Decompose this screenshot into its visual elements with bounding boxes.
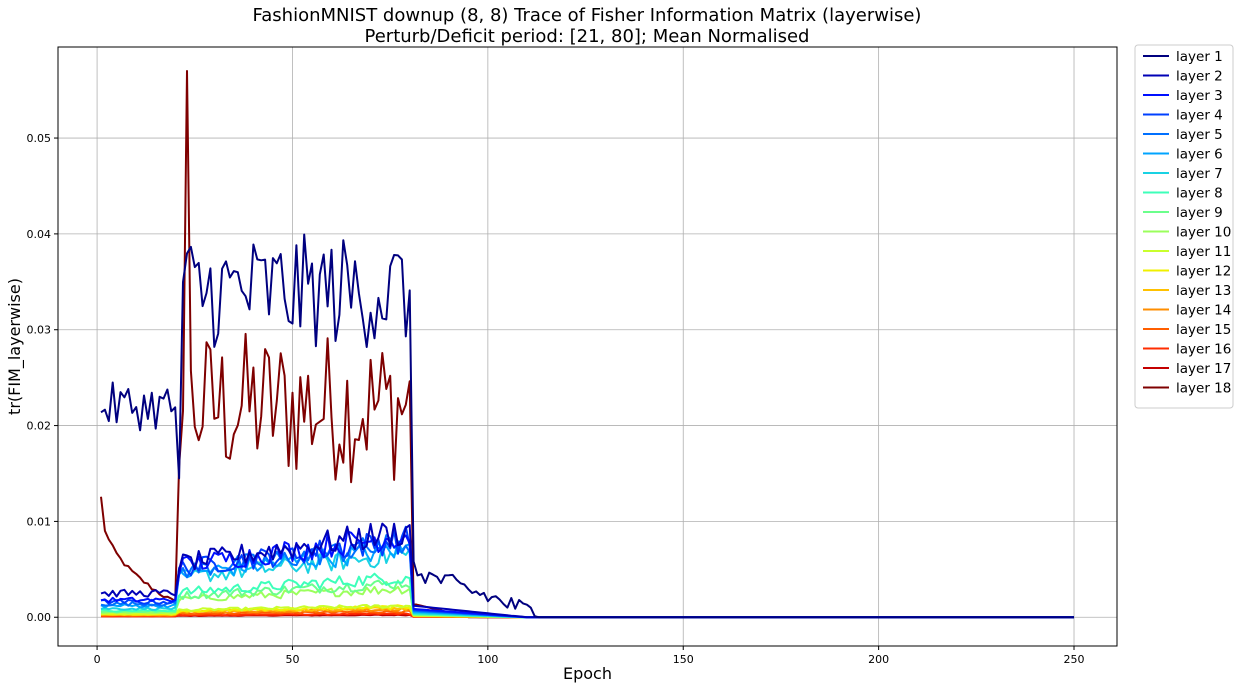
legend-label: layer 17 [1176,361,1231,377]
legend-label: layer 5 [1176,127,1223,143]
legend-label: layer 18 [1176,381,1231,397]
series-line-layer-5 [100,534,1074,619]
x-tick-label: 0 [94,653,101,666]
x-tick-label: 200 [868,653,889,666]
y-axis-label: tr(FIM_layerwise) [5,278,25,415]
legend: layer 1 layer 2 layer 3 layer 4 layer 5 layer… [1134,44,1234,409]
legend-label: layer 9 [1176,205,1223,221]
x-tick-label: 250 [1064,653,1085,666]
chart-subtitle: Perturb/Deficit period: [21, 80]; Mean N… [365,26,810,47]
legend-box [1134,44,1234,409]
legend-label: layer 4 [1176,108,1223,124]
y-tick-label: 0.04 [27,228,52,241]
series-line-layer-1 [100,233,1074,619]
chart-title: FashionMNIST downup (8, 8) Trace of Fish… [253,5,922,26]
y-tick-label: 0.00 [27,611,52,624]
legend-label: layer 11 [1176,244,1231,260]
y-tick-label: 0.05 [27,132,52,145]
series-lines [100,70,1074,619]
legend-label: layer 13 [1176,283,1231,299]
legend-label: layer 16 [1176,342,1231,358]
legend-label: layer 7 [1176,166,1223,182]
series-line-layer-6 [100,540,1074,619]
grid [58,47,1117,646]
x-axis-label: Epoch [563,664,612,683]
x-tick-label: 150 [673,653,694,666]
legend-label: layer 3 [1176,88,1223,104]
legend-label: layer 8 [1176,186,1223,202]
x-tick-label: 50 [285,653,299,666]
y-tick-label: 0.02 [27,420,52,433]
y-tick-label: 0.03 [27,324,52,337]
series-line-layer-3 [100,530,1074,619]
series-line-layer-4 [100,525,1074,619]
legend-label: layer 14 [1176,303,1231,319]
legend-label: layer 10 [1176,225,1231,241]
legend-label: layer 15 [1176,322,1231,338]
y-tick-label: 0.01 [27,515,52,528]
legend-label: layer 2 [1176,69,1223,85]
plot-frame [57,46,1118,647]
x-tick-label: 100 [477,653,498,666]
legend-label: layer 12 [1176,264,1231,280]
legend-label: layer 6 [1176,147,1223,163]
legend-label: layer 1 [1176,49,1223,65]
series-line-layer-18 [100,70,1074,619]
axis-ticks: 0 50 100 150 200 250 0.00 0.01 0.02 0.03 0.04 0.05 [27,132,1085,666]
